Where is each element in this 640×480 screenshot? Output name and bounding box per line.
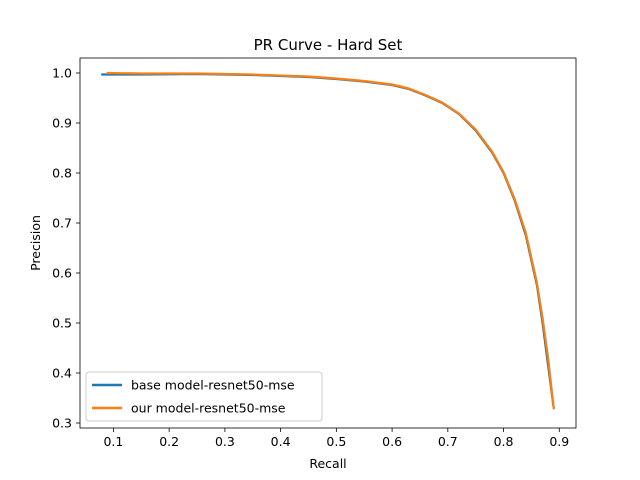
y-tick-label: 0.8 — [52, 166, 72, 181]
series-line-our-model — [106, 71, 555, 410]
x-tick-label: 0.1 — [103, 434, 123, 449]
x-axis-label: Recall — [309, 456, 346, 471]
y-axis-label: Precision — [28, 215, 43, 271]
y-tick-label: 0.4 — [52, 366, 72, 381]
x-tick-label: 0.4 — [271, 434, 291, 449]
x-tick-label: 0.3 — [215, 434, 235, 449]
x-tick-label: 0.6 — [382, 434, 402, 449]
x-tick-label: 0.9 — [549, 434, 569, 449]
x-tick-label: 0.7 — [438, 434, 458, 449]
series-layer — [101, 71, 555, 410]
x-tick-label: 0.5 — [326, 434, 346, 449]
x-tick-label: 0.2 — [159, 434, 179, 449]
y-axis-ticks: 0.3 0.4 0.5 0.6 0.7 0.8 0.9 1.0 — [52, 66, 80, 431]
chart-title: PR Curve - Hard Set — [254, 36, 403, 54]
legend-label-base-model: base model-resnet50-mse — [131, 378, 295, 393]
x-tick-label: 0.8 — [494, 434, 514, 449]
legend-label-our-model: our model-resnet50-mse — [131, 401, 286, 416]
plot-frame — [79, 57, 577, 429]
x-axis-ticks: 0.1 0.2 0.3 0.4 0.5 0.6 0.7 0.8 0.9 — [103, 428, 569, 449]
y-tick-label: 0.6 — [52, 266, 72, 281]
y-tick-label: 1.0 — [52, 66, 72, 81]
legend-box — [85, 371, 323, 422]
y-tick-label: 0.7 — [52, 216, 72, 231]
plot-area — [80, 58, 576, 428]
y-tick-label: 0.3 — [52, 416, 72, 431]
legend: base model-resnet50-mse our model-resnet… — [85, 371, 323, 422]
y-tick-label: 0.9 — [52, 116, 72, 131]
y-tick-label: 0.5 — [52, 316, 72, 331]
